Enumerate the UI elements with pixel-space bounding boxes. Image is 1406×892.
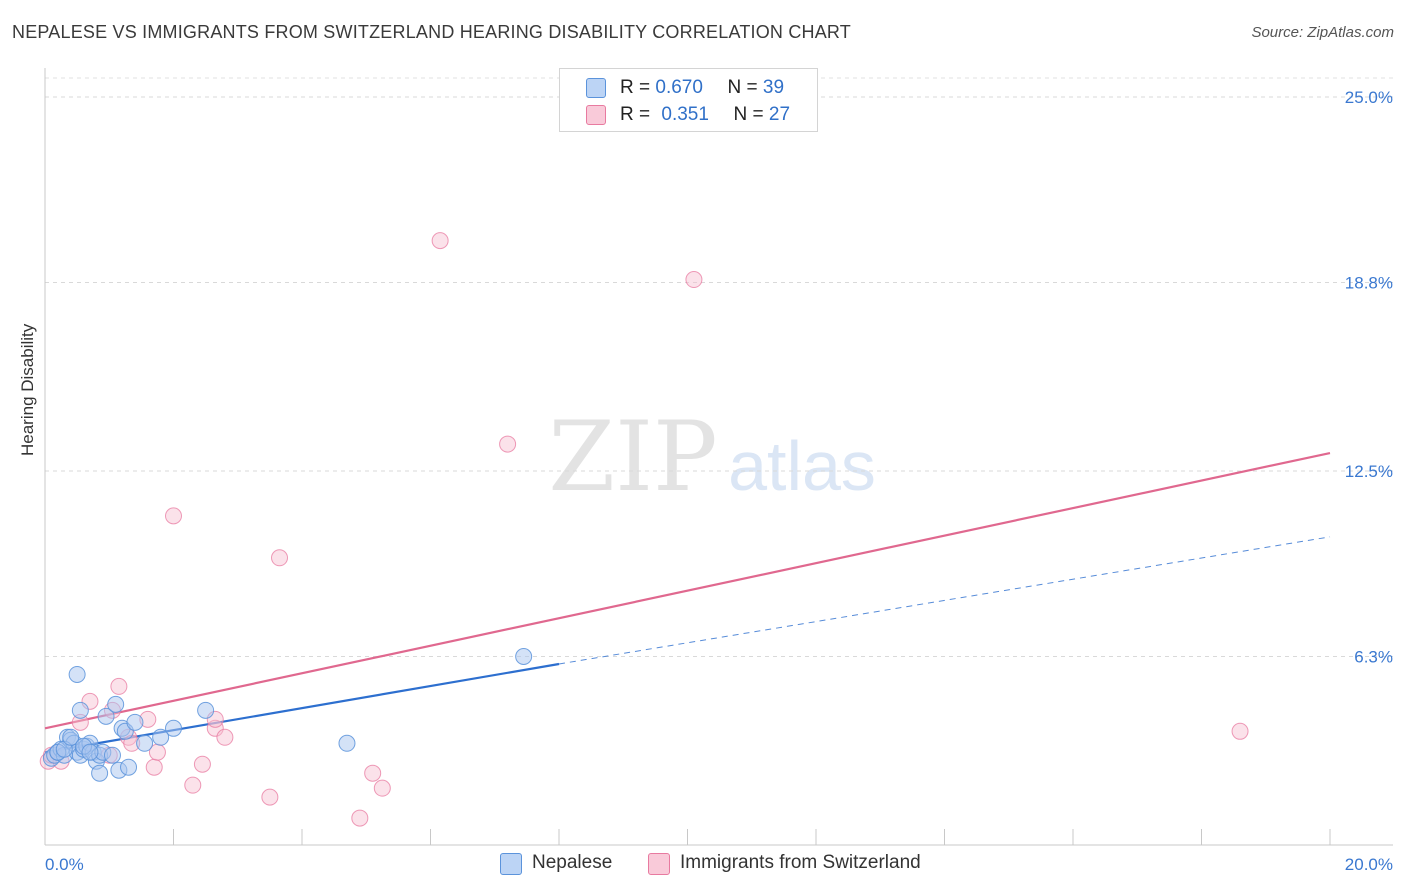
point-nepalese <box>338 734 356 752</box>
chart-title: NEPALESE VS IMMIGRANTS FROM SWITZERLAND … <box>12 22 851 42</box>
point-switzerland <box>165 507 182 525</box>
point-switzerland <box>271 549 289 567</box>
watermark: ZIP atlas <box>548 401 876 513</box>
point-switzerland <box>1231 722 1249 740</box>
y-tick-label: 6.3% <box>1354 648 1393 667</box>
x-tick-label: 0.0% <box>45 855 84 874</box>
point-switzerland <box>373 779 391 797</box>
point-nepalese <box>120 758 138 776</box>
r-label: R = <box>620 104 651 125</box>
point-switzerland <box>499 435 517 453</box>
point-nepalese <box>107 695 125 713</box>
point-nepalese <box>103 746 121 764</box>
r-value-nepalese: 0.670 <box>655 77 703 98</box>
n-label: N = <box>733 104 764 125</box>
y-tick-label: 12.5% <box>1345 462 1393 481</box>
point-switzerland <box>431 232 449 250</box>
nepalese-swatch <box>500 853 522 875</box>
source-note: Source: ZipAtlas.com <box>1251 24 1394 41</box>
y-tick-label: 18.8% <box>1345 274 1393 293</box>
point-switzerland <box>261 788 279 806</box>
point-switzerland <box>110 677 128 695</box>
point-nepalese <box>152 728 170 746</box>
point-switzerland <box>364 764 382 782</box>
r-value-switzerland: 0.351 <box>661 104 709 125</box>
point-nepalese <box>126 713 144 731</box>
x-tick-label: 20.0% <box>1345 855 1393 874</box>
trend-line-switzerland <box>44 451 1331 730</box>
switzerland-swatch <box>648 853 670 875</box>
point-nepalese <box>136 734 154 752</box>
point-nepalese <box>97 707 115 725</box>
y-tick-label: 25.0% <box>1345 88 1393 107</box>
point-nepalese <box>197 701 215 719</box>
point-nepalese <box>515 648 533 666</box>
n-value-nepalese: 39 <box>762 77 785 98</box>
point-switzerland <box>216 728 234 746</box>
nepalese-swatch <box>586 78 606 98</box>
point-switzerland <box>145 758 163 776</box>
watermark-atlas: atlas <box>728 427 876 505</box>
point-nepalese <box>91 764 109 782</box>
stats-legend: R = 0.670 N = 39 R = 0.351 N = 27 <box>559 68 818 132</box>
legend-label-switzerland: Immigrants from Switzerland <box>680 852 921 873</box>
point-switzerland <box>685 271 703 289</box>
n-label: N = <box>727 77 758 98</box>
point-switzerland <box>193 755 211 773</box>
legend-label-nepalese: Nepalese <box>532 852 613 873</box>
n-value-switzerland: 27 <box>768 104 791 125</box>
point-nepalese <box>62 728 80 746</box>
point-switzerland <box>184 776 202 794</box>
switzerland-swatch <box>586 105 606 125</box>
watermark-zip: ZIP <box>548 401 717 513</box>
r-label: R = <box>620 77 651 98</box>
point-nepalese <box>165 719 182 737</box>
point-nepalese <box>68 665 86 683</box>
point-switzerland <box>351 809 369 827</box>
point-nepalese <box>81 743 99 761</box>
trend-line-nepalese-extension <box>558 536 1331 665</box>
point-nepalese <box>71 701 89 719</box>
